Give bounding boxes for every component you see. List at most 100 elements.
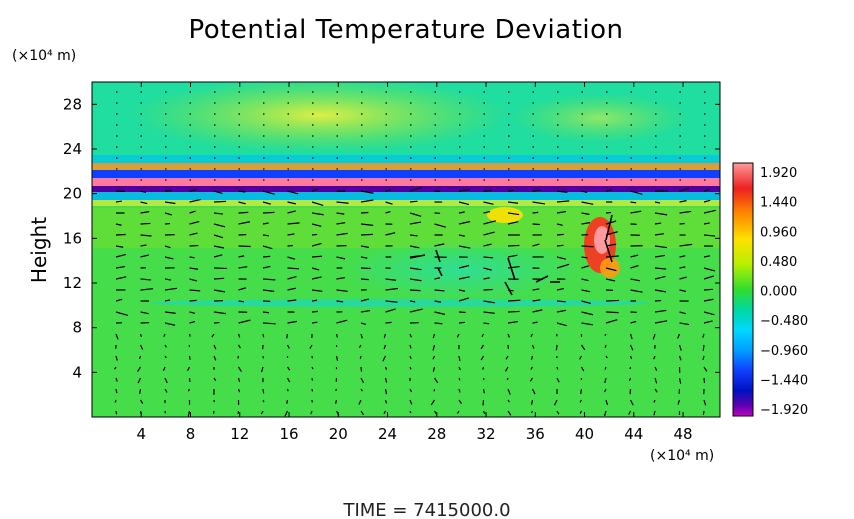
wind-vector (432, 333, 436, 339)
wind-vector (458, 377, 461, 381)
wind-vector (703, 222, 710, 225)
wind-vector (336, 319, 348, 324)
wind-vector (114, 399, 117, 403)
wind-vector (115, 233, 126, 236)
wind-vector (556, 300, 566, 303)
wind-vector (358, 344, 362, 348)
wind-vector (629, 399, 634, 406)
wind-vector (532, 288, 540, 291)
band-pink (92, 178, 720, 188)
wind-vector (507, 310, 520, 313)
wind-vector (287, 287, 297, 291)
wind-vector (238, 300, 245, 303)
wind-vector (211, 333, 215, 338)
y-tick-label: 24 (63, 140, 82, 158)
x-tick-label: 24 (378, 425, 397, 443)
wind-vector (483, 243, 492, 247)
y-tick-label: 20 (63, 185, 82, 203)
wind-vector (287, 299, 297, 302)
wind-vector (115, 311, 129, 317)
wind-vector-strong (507, 257, 516, 281)
wind-vector (311, 201, 324, 207)
wind-vector (163, 333, 166, 337)
wind-vector (679, 322, 690, 326)
wind-vector (654, 254, 666, 258)
wind-vector (530, 355, 534, 360)
wind-vector (262, 265, 271, 269)
wind-vector (140, 201, 148, 205)
wind-vector (604, 366, 607, 370)
wind-vector (581, 212, 590, 215)
wind-vector (360, 278, 369, 281)
wind-vector (480, 355, 485, 361)
wind-vector (409, 344, 412, 349)
wind-vector (311, 276, 322, 280)
wind-vector (311, 366, 314, 370)
wind-vector (385, 201, 393, 205)
wind-vector (605, 255, 619, 258)
wind-vector (679, 276, 687, 280)
wind-vector (654, 212, 668, 216)
wind-vector (652, 333, 656, 340)
wind-vector (238, 255, 245, 258)
colorbar-label: −0.960 (760, 344, 808, 359)
wind-vector (507, 244, 520, 247)
wind-vector (360, 190, 374, 194)
wind-vector (383, 333, 387, 339)
wind-vector (115, 245, 124, 248)
wind-vector (483, 300, 495, 304)
wind-vector (189, 210, 196, 214)
wind-vector (483, 210, 491, 214)
wind-vector (187, 410, 191, 417)
wind-vector (458, 321, 465, 324)
plot-area (92, 82, 720, 417)
colorbar-label: 0.480 (760, 255, 797, 270)
wind-vector (383, 410, 387, 415)
wind-vector (311, 188, 319, 192)
colorbar-label: 1.440 (760, 196, 797, 211)
wind-vector (115, 355, 118, 361)
wind-vector (262, 278, 276, 281)
wind-vector (287, 256, 296, 260)
wind-vector (336, 300, 344, 303)
wind-vector (358, 399, 362, 405)
wind-vector (556, 190, 568, 193)
wind-vector (262, 190, 275, 195)
wind-vector (140, 211, 150, 214)
wind-vector (115, 276, 127, 280)
wind-vector (286, 377, 291, 383)
wind-vector (213, 344, 217, 350)
wind-vector (310, 410, 313, 415)
wind-vector (187, 366, 191, 371)
wind-vector (284, 410, 289, 417)
wind-vector (556, 244, 564, 247)
wind-vector (336, 277, 345, 280)
wind-vector (164, 311, 176, 314)
wind-vector (360, 245, 370, 248)
wind-vector (237, 366, 242, 372)
wind-vector (703, 189, 710, 192)
wind-vector (385, 300, 398, 303)
wind-vector (187, 388, 191, 392)
wind-vector (581, 278, 589, 282)
wind-vector (260, 410, 264, 415)
wind-vector (556, 377, 560, 383)
wind-vector (532, 189, 542, 192)
wind-vector (482, 366, 485, 370)
wind-vector (579, 410, 583, 414)
wind-vector (115, 388, 118, 394)
wind-vector (483, 267, 492, 271)
wind-vector (505, 355, 509, 360)
wind-vector (457, 410, 460, 414)
wind-vector (164, 377, 168, 384)
wind-vector (679, 210, 692, 214)
x-tick-label: 32 (476, 425, 495, 443)
wind-vector (434, 322, 443, 325)
wind-vector (336, 232, 348, 236)
wind-vector (311, 310, 319, 313)
wind-vector (532, 299, 541, 302)
wind-vector (458, 289, 466, 292)
wind-vector (654, 366, 658, 371)
wind-vector (409, 200, 418, 203)
wind-vector (286, 344, 290, 349)
